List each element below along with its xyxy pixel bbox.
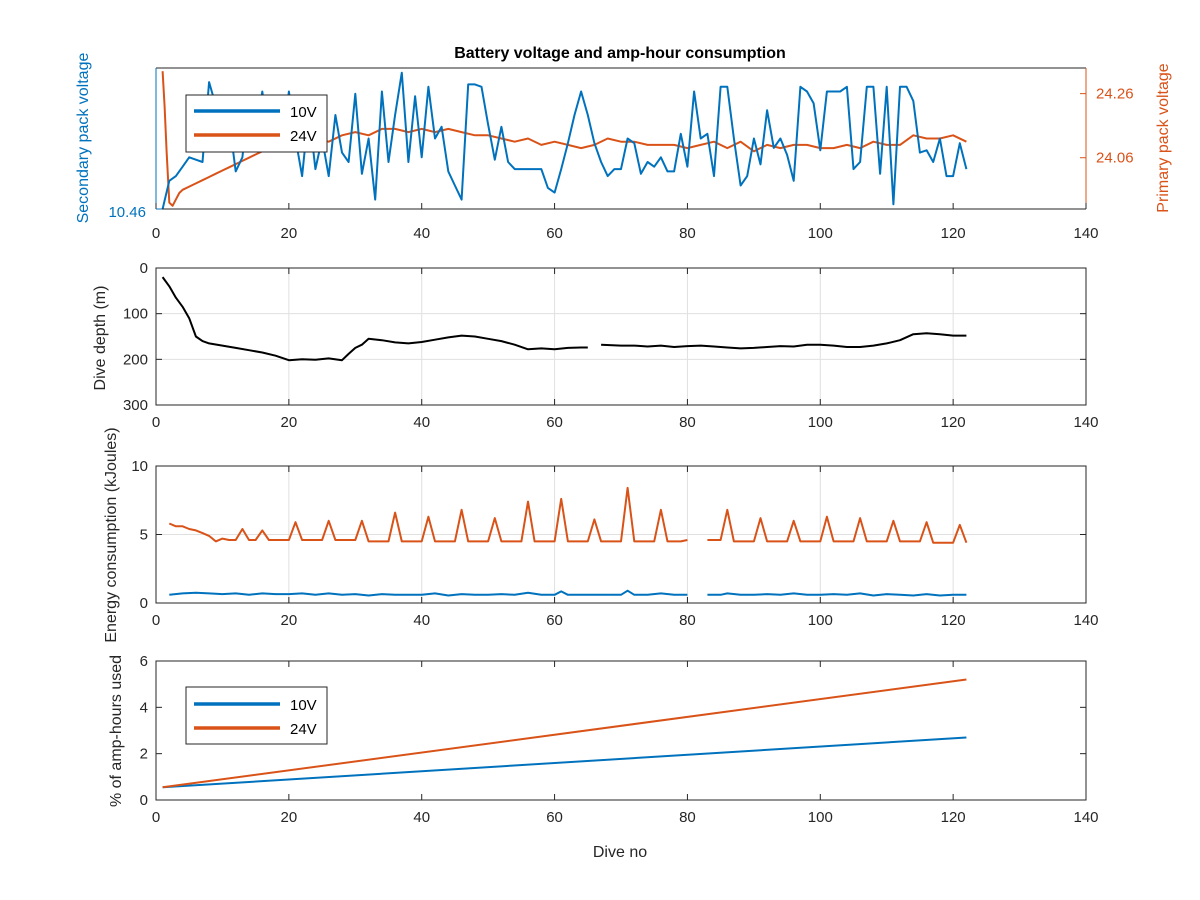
voltage-xtick-label: 0	[152, 225, 160, 242]
voltage-panel: 0 20 40 60 80 100 120 140 10.46 24.06 24.26 Batter…	[75, 45, 1172, 242]
amphours-ytick-label: 2	[140, 746, 148, 763]
amphours-xtick-label: 40	[413, 809, 430, 826]
energy-xtick-label: 140	[1073, 612, 1098, 629]
dive-depth-label: Dive depth (m)	[92, 286, 109, 391]
legend-entry-10v: 10V	[290, 104, 317, 121]
voltage-right-ytick-label: 24.26	[1096, 86, 1134, 103]
energy-xtick-label: 20	[281, 612, 298, 629]
voltage-xtick-label: 120	[941, 225, 966, 242]
energy-xtick-label: 60	[546, 612, 563, 629]
energy-ytick-label: 0	[140, 595, 148, 612]
depth-ytick-label: 0	[140, 260, 148, 277]
depth-xtick-label: 60	[546, 414, 563, 431]
legend-entry-10v: 10V	[290, 697, 317, 714]
depth-ytick-label: 200	[123, 351, 148, 368]
amphours-10v-line	[162, 736, 967, 789]
voltage-xtick-label: 100	[808, 225, 833, 242]
amphours-xtick-label: 100	[808, 809, 833, 826]
energy-10v-line-segment	[707, 592, 967, 597]
amphours-legend: 10V 24V	[185, 686, 328, 745]
depth-ytick-label: 300	[123, 397, 148, 414]
depth-ytick-label: 100	[123, 306, 148, 323]
voltage-chart-title: Battery voltage and amp-hour consumption	[454, 45, 786, 62]
legend-entry-24v: 24V	[290, 128, 317, 145]
voltage-xtick-label: 140	[1073, 225, 1098, 242]
energy-xtick-label: 40	[413, 612, 430, 629]
voltage-xtick-label: 40	[413, 225, 430, 242]
amphours-xtick-label: 140	[1073, 809, 1098, 826]
amphours-xtick-label: 20	[281, 809, 298, 826]
series-24v-line	[161, 71, 967, 207]
primary-pack-voltage-label: Primary pack voltage	[1155, 63, 1172, 212]
voltage-xtick-label: 60	[546, 225, 563, 242]
amphours-axes-frame	[155, 660, 1087, 801]
energy-axes-frame	[155, 465, 1087, 604]
amphours-xtick-label: 60	[546, 809, 563, 826]
amp-hours-used-label: % of amp-hours used	[108, 655, 125, 807]
depth-xtick-label: 140	[1073, 414, 1098, 431]
energy-xtick-label: 80	[679, 612, 696, 629]
energy-ytick-label: 10	[131, 458, 148, 475]
voltage-left-ytick-label: 10.46	[108, 204, 146, 221]
energy-consumption-label: Energy consumption (kJoules)	[103, 427, 120, 642]
depth-xtick-label: 0	[152, 414, 160, 431]
legend-entry-24v: 24V	[290, 721, 317, 738]
depth-line-segment	[601, 332, 967, 350]
energy-xtick-label: 120	[941, 612, 966, 629]
energy-24v-line-segment	[168, 486, 688, 543]
voltage-right-ytick-label: 24.06	[1096, 150, 1134, 167]
voltage-xtick-label: 80	[679, 225, 696, 242]
dive-no-label: Dive no	[593, 844, 647, 861]
depth-xtick-label: 100	[808, 414, 833, 431]
energy-10v-line-segment	[169, 589, 688, 597]
energy-xtick-label: 100	[808, 612, 833, 629]
amphours-xtick-label: 80	[679, 809, 696, 826]
energy-ytick-label: 5	[140, 527, 148, 544]
depth-line-segment	[161, 276, 588, 362]
voltage-xtick-label: 20	[281, 225, 298, 242]
depth-xtick-label: 80	[679, 414, 696, 431]
depth-xtick-label: 40	[413, 414, 430, 431]
amphours-ytick-label: 4	[140, 699, 148, 716]
amphours-ytick-label: 6	[140, 653, 148, 670]
amphours-24v-line	[162, 678, 967, 789]
amphours-xtick-label: 120	[941, 809, 966, 826]
energy-xtick-label: 0	[152, 612, 160, 629]
amphours-xtick-label: 0	[152, 809, 160, 826]
energy-24v-line-segment	[707, 508, 968, 544]
depth-xtick-label: 120	[941, 414, 966, 431]
amphours-ytick-label: 0	[140, 792, 148, 809]
voltage-legend: 10V 24V	[185, 94, 328, 153]
secondary-pack-voltage-label: Secondary pack voltage	[75, 53, 92, 224]
depth-xtick-label: 20	[281, 414, 298, 431]
depth-axes-frame	[155, 267, 1087, 406]
